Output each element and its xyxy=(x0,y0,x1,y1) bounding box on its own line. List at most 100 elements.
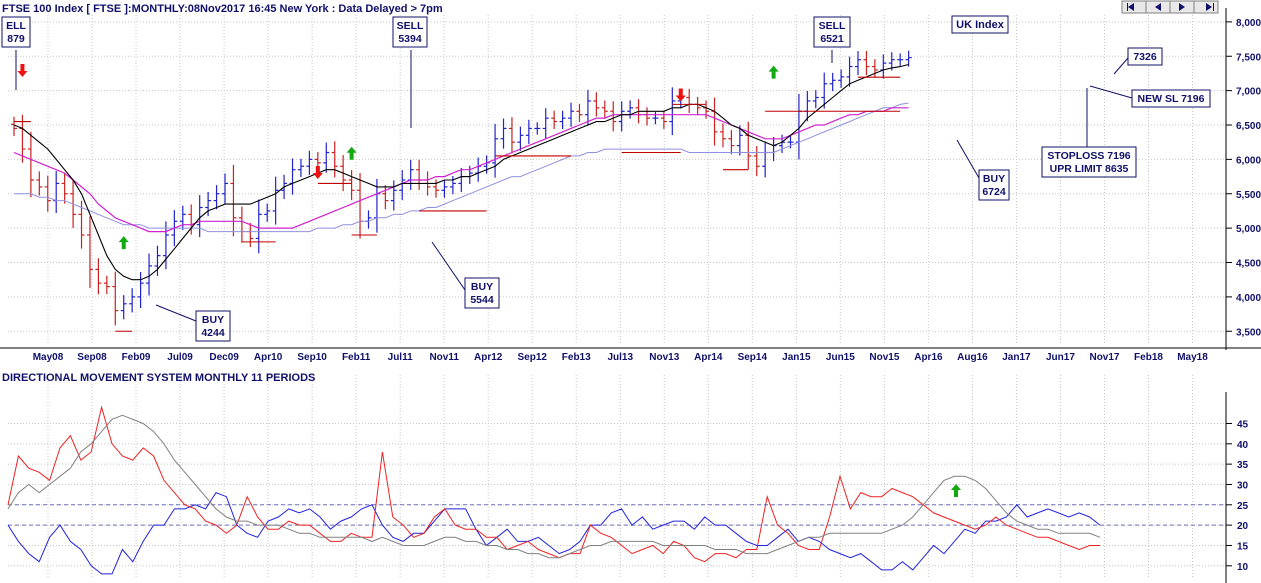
price-y-tick-label: 7,000 xyxy=(1236,87,1261,98)
first-icon[interactable] xyxy=(1121,0,1147,14)
annotation-text: 5544 xyxy=(470,294,494,306)
annotation-text: 5394 xyxy=(398,33,422,45)
price-x-tick-label: Sep08 xyxy=(77,352,107,363)
price-x-tick-label: Jun17 xyxy=(1046,352,1075,363)
price-y-axis: 3,500 4,000 4,500 5,000 5,500 6,000 6,500 7,000… xyxy=(1225,8,1261,350)
price-x-tick-label: May18 xyxy=(1177,352,1208,363)
dmi-y-tick-label: 30 xyxy=(1237,480,1249,491)
dmi-y-tick-label: 10 xyxy=(1237,562,1249,573)
sell-arrow-icon xyxy=(17,63,28,77)
dmi-y-tick-label: 35 xyxy=(1237,460,1249,471)
annotation-leader-line xyxy=(1113,57,1129,75)
price-x-tick-label: Apr10 xyxy=(254,352,283,363)
annotation-text: UPR LIMIT 8635 xyxy=(1050,163,1129,175)
index-badge: UK Index xyxy=(956,19,1005,31)
dmi-y-axis: 10 15 20 25 30 35 40 45 xyxy=(1225,392,1249,583)
price-x-tick-label: Nov11 xyxy=(429,352,459,363)
price-y-tick-label: 6,500 xyxy=(1236,121,1261,132)
price-x-axis: May08 Sep08 Feb09 Jul09 Dec09 Apr10 Sep10 Feb11… xyxy=(0,347,1261,363)
ann-price-7326: 7326 xyxy=(1113,47,1163,75)
annotation-leader-line xyxy=(1089,85,1133,99)
dmi-y-tick-label: 15 xyxy=(1237,541,1249,552)
dmi-y-tick-label: 40 xyxy=(1237,440,1249,451)
price-x-tick-label: Nov17 xyxy=(1089,352,1119,363)
price-x-tick-label: Jan15 xyxy=(782,352,811,363)
di-minus-line xyxy=(7,405,1100,563)
price-x-tick-label: Jul09 xyxy=(167,352,193,363)
sell-arrow-icon xyxy=(675,88,686,102)
price-x-tick-label: Sep10 xyxy=(297,352,327,363)
price-x-tick-label: Apr12 xyxy=(474,352,503,363)
annotation-box xyxy=(1041,146,1137,178)
price-x-tick-label: Jul13 xyxy=(607,352,633,363)
next-icon[interactable] xyxy=(1169,0,1195,14)
price-x-tick-label: Jan17 xyxy=(1002,352,1031,363)
price-x-tick-label: Jun15 xyxy=(826,352,855,363)
price-x-tick-label: Sep14 xyxy=(738,352,768,363)
price-x-tick-label: Aug16 xyxy=(957,352,988,363)
annotation-leader-line xyxy=(155,304,197,322)
annotation-text: 4244 xyxy=(201,327,225,339)
annotation-box xyxy=(813,16,851,48)
price-x-tick-label: Feb11 xyxy=(342,352,371,363)
sell-arrow-icon xyxy=(312,166,323,180)
price-x-tick-label: May08 xyxy=(33,352,64,363)
annotation-layer: ELL879SELL5394SELL6521BUY4244BUY5544BUY6… xyxy=(1,16,1211,342)
annotation-text: ELL xyxy=(6,20,26,32)
annotation-box xyxy=(1131,89,1211,108)
annotation-text: STOPLOSS 7196 xyxy=(1047,150,1130,162)
annotation-text: BUY xyxy=(471,281,493,293)
price-x-tick-label: Apr16 xyxy=(914,352,943,363)
dmi-buy-arrow-icon xyxy=(951,484,961,497)
price-x-tick-label: Feb18 xyxy=(1134,352,1163,363)
annotation-text: SELL xyxy=(819,20,846,32)
dmi-y-tick-label: 45 xyxy=(1237,419,1249,430)
dmi-y-tick-label: 20 xyxy=(1237,521,1249,532)
annotation-text: NEW SL 7196 xyxy=(1138,93,1205,105)
prev-icon[interactable] xyxy=(1145,0,1171,14)
price-y-tick-label: 4,500 xyxy=(1236,259,1261,270)
price-y-tick-label: 5,000 xyxy=(1236,224,1261,235)
price-x-tick-label: Jul11 xyxy=(388,352,413,363)
ema-fast-line xyxy=(13,63,909,281)
price-x-tick-label: Apr14 xyxy=(694,352,723,363)
price-x-tick-label: Nov13 xyxy=(649,352,679,363)
indicator-title: DIRECTIONAL MOVEMENT SYSTEM MONTHLY 11 P… xyxy=(2,372,315,384)
price-x-tick-label: Dec09 xyxy=(209,352,239,363)
price-x-tick-label: Feb09 xyxy=(122,352,151,363)
buy-arrow-icon xyxy=(118,236,129,250)
chart-title: FTSE 100 Index [ FTSE ]:MONTHLY:08Nov201… xyxy=(2,3,443,15)
annotation-text: BUY xyxy=(983,173,1005,185)
buy-arrow-icon xyxy=(768,65,779,79)
annotation-box xyxy=(978,169,1010,201)
index-badge-box xyxy=(951,15,1009,34)
annotation-text: 7326 xyxy=(1133,51,1157,63)
dmi-series xyxy=(7,405,1101,575)
dmi-grid xyxy=(8,422,1225,567)
price-grid xyxy=(8,15,1225,578)
price-y-tick-label: 8,000 xyxy=(1236,18,1261,29)
annotation-box xyxy=(1127,47,1163,66)
annotation-text: 879 xyxy=(7,33,25,45)
annotation-box xyxy=(1,16,31,48)
annotation-text: 6724 xyxy=(982,186,1006,198)
price-y-tick-label: 7,500 xyxy=(1236,52,1261,63)
annotation-text: 6521 xyxy=(820,33,844,45)
ema-mid-line xyxy=(13,107,909,233)
price-x-tick-label: Sep12 xyxy=(517,352,547,363)
price-y-tick-label: 6,000 xyxy=(1236,155,1261,166)
price-y-tick-label: 4,000 xyxy=(1236,293,1261,304)
adx-line xyxy=(7,414,1101,559)
dmi-y-tick-label: 25 xyxy=(1237,501,1249,512)
buy-arrow-icon xyxy=(346,146,357,160)
price-y-tick-label: 3,500 xyxy=(1236,327,1261,338)
last-icon[interactable] xyxy=(1193,0,1219,14)
